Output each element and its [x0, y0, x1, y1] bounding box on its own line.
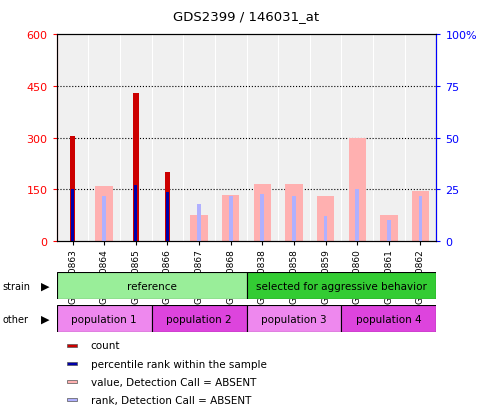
Text: strain: strain — [2, 281, 31, 291]
Text: ▶: ▶ — [41, 314, 49, 324]
Bar — [355, 190, 359, 242]
Bar — [133, 94, 139, 242]
Bar — [349, 138, 366, 242]
Bar — [96, 187, 113, 242]
Bar — [324, 217, 327, 242]
Bar — [387, 221, 391, 242]
Text: selected for aggressive behavior: selected for aggressive behavior — [256, 281, 427, 291]
Bar — [67, 362, 76, 366]
Bar — [197, 204, 201, 242]
Bar — [70, 137, 75, 242]
Text: rank, Detection Call = ABSENT: rank, Detection Call = ABSENT — [91, 395, 251, 405]
Bar — [152, 306, 246, 332]
Bar — [67, 398, 76, 401]
Bar — [317, 197, 334, 242]
Bar — [246, 306, 341, 332]
Bar — [229, 196, 233, 242]
Text: population 3: population 3 — [261, 314, 327, 324]
Bar — [57, 273, 246, 299]
Bar — [341, 306, 436, 332]
Bar — [67, 344, 76, 347]
Bar — [135, 186, 137, 242]
Bar — [260, 194, 264, 242]
Bar — [246, 273, 436, 299]
Bar — [285, 185, 303, 242]
Bar — [222, 195, 240, 242]
Text: count: count — [91, 341, 120, 351]
Bar — [102, 196, 106, 242]
Bar — [165, 173, 170, 242]
Text: population 2: population 2 — [166, 314, 232, 324]
Bar — [190, 216, 208, 242]
Text: ▶: ▶ — [41, 281, 49, 291]
Text: GDS2399 / 146031_at: GDS2399 / 146031_at — [174, 10, 319, 23]
Bar — [412, 192, 429, 242]
Text: value, Detection Call = ABSENT: value, Detection Call = ABSENT — [91, 377, 256, 387]
Text: population 4: population 4 — [356, 314, 422, 324]
Text: other: other — [2, 314, 29, 324]
Bar — [380, 216, 397, 242]
Bar — [419, 196, 423, 242]
Bar — [166, 192, 169, 242]
Text: population 1: population 1 — [71, 314, 137, 324]
Bar — [71, 190, 74, 242]
Text: percentile rank within the sample: percentile rank within the sample — [91, 359, 266, 369]
Bar — [57, 306, 152, 332]
Bar — [292, 196, 296, 242]
Bar — [67, 380, 76, 383]
Text: reference: reference — [127, 281, 176, 291]
Bar — [253, 185, 271, 242]
